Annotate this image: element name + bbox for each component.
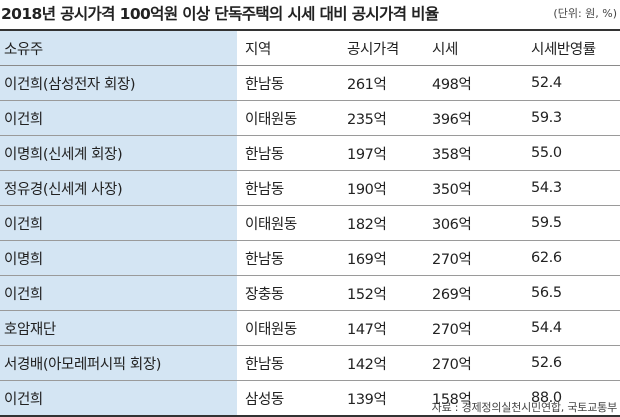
cell-market-price: 396억 (432, 111, 472, 128)
cell-market-price: 270억 (432, 321, 472, 338)
column-header-official-price: 공시가격 (347, 41, 399, 58)
cell-official-price: 142억 (347, 356, 387, 373)
table-row: 이건희 이태원동 182억 306억 59.5 (0, 205, 620, 241)
cell-ratio: 52.6 (531, 355, 562, 371)
cell-area: 이태원동 (245, 216, 297, 233)
cell-area: 이태원동 (245, 111, 297, 128)
cell-ratio: 52.4 (531, 75, 562, 91)
cell-owner: 이건희 (0, 275, 237, 311)
cell-ratio: 54.4 (531, 320, 562, 336)
cell-ratio: 56.5 (531, 285, 562, 301)
cell-owner: 이건희 (0, 380, 237, 416)
table-row: 호암재단 이태원동 147억 270억 54.4 (0, 310, 620, 346)
table-body: 이건희(삼성전자 회장) 한남동 261억 498억 52.4 이건희 이태원동 235억 39… (0, 65, 620, 416)
header: 2018년 공시가격 100억원 이상 단독주택의 시세 대비 공시가격 비율 … (0, 0, 620, 26)
table-row: 이명희(신세계 회장) 한남동 197억 358억 55.0 (0, 135, 620, 171)
cell-area: 한남동 (245, 146, 284, 163)
cell-owner: 호암재단 (0, 310, 237, 346)
cell-official-price: 147억 (347, 321, 387, 338)
table-row: 정유경(신세계 사장) 한남동 190억 350억 54.3 (0, 170, 620, 206)
cell-ratio: 59.5 (531, 215, 562, 231)
cell-official-price: 169억 (347, 251, 387, 268)
cell-owner: 이건희 (0, 205, 237, 241)
cell-area: 한남동 (245, 181, 284, 198)
column-header-owner: 소유주 (0, 30, 237, 66)
cell-official-price: 261억 (347, 76, 387, 93)
column-header-ratio: 시세반영률 (531, 41, 596, 58)
cell-ratio: 62.6 (531, 250, 562, 266)
cell-market-price: 350억 (432, 181, 472, 198)
cell-owner: 이명희 (0, 240, 237, 276)
price-table: 소유주 지역 공시가격 시세 시세반영률 이건희(삼성전자 회장) 한남동 261억… (0, 29, 620, 417)
column-header-area: 지역 (245, 41, 271, 58)
cell-owner: 이건희(삼성전자 회장) (0, 65, 237, 101)
source-note: 자료 : 경제정의실천시민연합, 국토교통부 (431, 401, 618, 414)
cell-official-price: 139억 (347, 391, 387, 408)
cell-market-price: 158억 (432, 391, 472, 408)
cell-official-price: 152억 (347, 286, 387, 303)
cell-ratio: 59.3 (531, 110, 562, 126)
cell-owner: 이건희 (0, 100, 237, 136)
cell-ratio: 88.0 (531, 390, 562, 406)
cell-market-price: 498억 (432, 76, 472, 93)
cell-official-price: 197억 (347, 146, 387, 163)
cell-area: 한남동 (245, 251, 284, 268)
cell-ratio: 54.3 (531, 180, 562, 196)
table-row: 서경배(아모레퍼시픽 회장) 한남동 142억 270억 52.6 (0, 345, 620, 381)
cell-official-price: 235억 (347, 111, 387, 128)
cell-area: 삼성동 (245, 391, 284, 408)
table-row: 이건희 이태원동 235억 396억 59.3 (0, 100, 620, 136)
cell-market-price: 269억 (432, 286, 472, 303)
table-row: 이건희 삼성동 139억 158억 88.0 (0, 380, 620, 416)
cell-area: 한남동 (245, 76, 284, 93)
cell-market-price: 270억 (432, 356, 472, 373)
cell-owner: 정유경(신세계 사장) (0, 170, 237, 206)
cell-area: 장충동 (245, 286, 284, 303)
cell-area: 한남동 (245, 356, 284, 373)
table-row: 이명희 한남동 169억 270억 62.6 (0, 240, 620, 276)
cell-owner: 서경배(아모레퍼시픽 회장) (0, 345, 237, 381)
table-row: 이건희(삼성전자 회장) 한남동 261억 498억 52.4 (0, 65, 620, 101)
cell-market-price: 358억 (432, 146, 472, 163)
cell-official-price: 182억 (347, 216, 387, 233)
column-header-market-price: 시세 (432, 41, 458, 58)
header-row: 소유주 지역 공시가격 시세 시세반영률 (0, 30, 620, 66)
cell-market-price: 270억 (432, 251, 472, 268)
cell-market-price: 306억 (432, 216, 472, 233)
table-row: 이건희 장충동 152억 269억 56.5 (0, 275, 620, 311)
cell-ratio: 55.0 (531, 145, 562, 161)
unit-note: (단위: 원, %) (553, 7, 617, 20)
cell-area: 이태원동 (245, 321, 297, 338)
table-title: 2018년 공시가격 100억원 이상 단독주택의 시세 대비 공시가격 비율 (1, 5, 439, 23)
cell-owner: 이명희(신세계 회장) (0, 135, 237, 171)
cell-official-price: 190억 (347, 181, 387, 198)
